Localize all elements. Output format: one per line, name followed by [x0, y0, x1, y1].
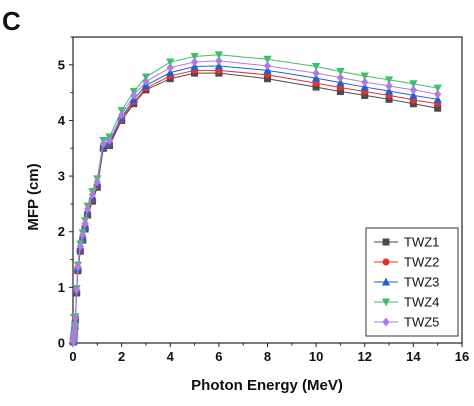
data-point	[70, 326, 79, 336]
data-point	[360, 72, 369, 81]
y-tick-label: 1	[58, 280, 65, 295]
y-tick-label: 2	[58, 224, 65, 239]
legend-label: TWZ4	[404, 295, 439, 310]
legend-label: TWZ1	[404, 235, 439, 250]
legend-label: TWZ2	[404, 255, 439, 270]
data-point	[73, 285, 81, 295]
data-point	[88, 189, 97, 199]
y-axis-title: MFP (cm)	[25, 163, 42, 230]
x-tick-label: 12	[358, 349, 372, 364]
data-point	[263, 55, 272, 64]
x-tick-label: 16	[455, 349, 469, 364]
data-point	[433, 84, 442, 93]
data-point	[190, 57, 199, 67]
y-tick-label: 0	[58, 336, 65, 351]
data-point	[385, 81, 393, 91]
x-tick-label: 4	[167, 349, 175, 364]
legend-marker	[382, 238, 390, 246]
y-tick-label: 4	[58, 113, 66, 128]
data-point	[71, 320, 79, 330]
x-axis-title: Photon Energy (MeV)	[191, 377, 343, 394]
legend-label: TWZ3	[404, 275, 439, 290]
data-point	[263, 61, 272, 71]
x-tick-label: 6	[215, 349, 222, 364]
data-point	[409, 85, 417, 95]
data-point	[142, 77, 150, 86]
panel-label: C	[2, 6, 21, 36]
data-point	[360, 82, 369, 91]
x-tick-label: 8	[264, 349, 271, 364]
legend: TWZ1 TWZ2 TWZ3 TWZ4 TWZ5	[365, 227, 459, 337]
data-point	[312, 73, 321, 82]
x-tick-label: 10	[309, 349, 323, 364]
x-tick-label: 2	[118, 349, 125, 364]
legend-marker	[381, 298, 391, 307]
legend-marker	[382, 258, 390, 266]
data-point	[336, 67, 345, 76]
data-point	[74, 262, 82, 272]
data-point	[312, 68, 320, 78]
data-point	[215, 56, 223, 66]
data-point	[384, 86, 394, 95]
data-point	[166, 63, 174, 73]
data-point	[190, 52, 199, 61]
data-point	[214, 51, 223, 60]
legend-marker	[381, 277, 391, 286]
data-point	[433, 94, 442, 103]
data-point	[166, 58, 175, 67]
data-point	[81, 218, 89, 228]
y-tick-label: 5	[58, 57, 65, 72]
data-point	[99, 139, 107, 149]
legend-item: TWZ4	[374, 295, 439, 310]
data-point	[84, 204, 92, 214]
legend-item: TWZ5	[374, 315, 439, 330]
legend-marker	[382, 317, 390, 327]
data-point	[336, 78, 345, 87]
data-point	[105, 136, 114, 145]
series-twz5	[69, 56, 442, 347]
legend-label: TWZ5	[404, 315, 439, 330]
y-tick-label: 3	[58, 169, 65, 184]
data-point	[166, 68, 175, 77]
data-point	[71, 313, 80, 323]
x-tick-label: 14	[406, 349, 421, 364]
data-point	[434, 89, 442, 99]
legend-item: TWZ3	[374, 275, 439, 290]
data-point	[336, 73, 345, 83]
data-point	[93, 177, 101, 187]
data-point	[118, 110, 126, 120]
data-point	[214, 61, 223, 70]
legend-item: TWZ1	[374, 235, 439, 250]
series-layer	[69, 51, 442, 347]
x-tick-label: 0	[69, 349, 76, 364]
data-point	[361, 77, 369, 87]
legend-item: TWZ2	[374, 255, 439, 270]
data-point	[409, 90, 418, 99]
data-point	[79, 230, 87, 240]
data-point	[312, 62, 321, 71]
data-point	[130, 90, 138, 100]
data-point	[76, 241, 84, 251]
data-point	[384, 76, 394, 85]
data-point	[409, 80, 418, 89]
